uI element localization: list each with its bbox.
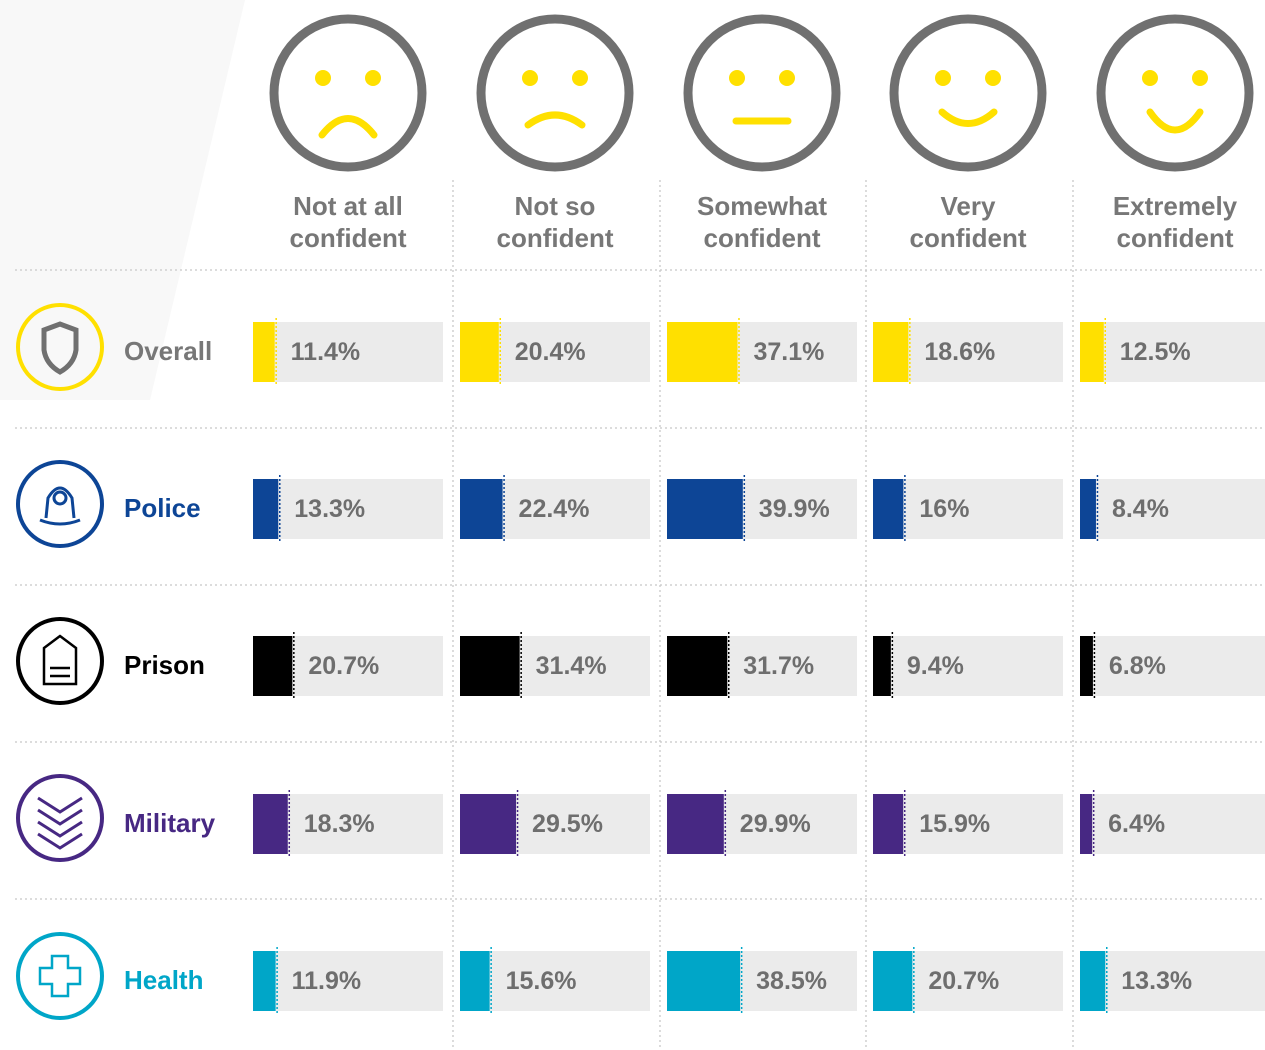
value-label: 29.9% xyxy=(739,810,811,838)
row-name: Military xyxy=(124,808,216,838)
value-label: 31.4% xyxy=(535,652,607,680)
bar-track xyxy=(1080,794,1265,854)
bar xyxy=(667,322,738,382)
value-label: 13.3% xyxy=(1121,967,1193,995)
bar xyxy=(253,951,276,1011)
value-label: 39.9% xyxy=(758,495,830,523)
value-label: 18.3% xyxy=(303,810,375,838)
bar xyxy=(667,794,724,854)
value-label: 20.4% xyxy=(514,338,586,366)
bar xyxy=(667,951,741,1011)
bar xyxy=(667,479,743,539)
column-header: Very confident xyxy=(909,191,1027,253)
bar-track xyxy=(1080,479,1265,539)
bar xyxy=(253,636,293,696)
bar xyxy=(873,636,891,696)
value-label: 15.9% xyxy=(919,810,991,838)
background-shape xyxy=(0,0,245,400)
bar-track xyxy=(1080,636,1265,696)
value-label: 29.5% xyxy=(532,810,603,838)
bar xyxy=(460,322,499,382)
bar-track xyxy=(253,479,443,539)
bar xyxy=(460,479,503,539)
bar xyxy=(873,479,904,539)
bar xyxy=(1080,794,1093,854)
bar xyxy=(1080,322,1104,382)
mouths xyxy=(318,108,1204,139)
bar xyxy=(1080,951,1106,1011)
value-label: 9.4% xyxy=(906,652,964,680)
bar xyxy=(460,794,517,854)
row-name: Prison xyxy=(124,650,205,680)
bar xyxy=(1080,636,1093,696)
bar xyxy=(253,322,275,382)
value-label: 16% xyxy=(919,495,970,523)
column-header: Extremely confident xyxy=(1112,191,1238,253)
value-label: 11.9% xyxy=(291,967,362,995)
value-label: 8.4% xyxy=(1111,495,1169,523)
value-label: 15.6% xyxy=(505,967,577,995)
faces xyxy=(269,14,1254,172)
separators xyxy=(15,180,1265,1050)
bar xyxy=(460,636,520,696)
value-label: 6.8% xyxy=(1108,652,1166,680)
bar xyxy=(253,794,288,854)
bar xyxy=(873,322,909,382)
value-label: 31.7% xyxy=(743,652,815,680)
value-label: 38.5% xyxy=(756,967,828,995)
value-label: 20.7% xyxy=(308,652,380,680)
value-label: 37.1% xyxy=(753,338,825,366)
value-label: 20.7% xyxy=(928,967,1000,995)
value-label: 22.4% xyxy=(518,495,590,523)
row-name: Overall xyxy=(124,336,213,366)
bar xyxy=(873,951,913,1011)
column-header: Not at all confident xyxy=(289,191,407,253)
bar xyxy=(253,479,279,539)
bar-track xyxy=(253,951,443,1011)
value-label: 11.4% xyxy=(290,338,361,366)
column-header: Somewhat confident xyxy=(696,191,828,253)
value-label: 12.5% xyxy=(1119,338,1191,366)
bar xyxy=(667,636,728,696)
value-label: 18.6% xyxy=(924,338,996,366)
eyes xyxy=(315,70,1208,86)
bar xyxy=(460,951,490,1011)
row-name: Health xyxy=(124,965,204,995)
value-label: 13.3% xyxy=(294,495,366,523)
bar-track xyxy=(253,322,443,382)
bar-track xyxy=(1080,322,1265,382)
bar-track xyxy=(873,636,1063,696)
bar-track xyxy=(1080,951,1265,1011)
column-header: Not so confident xyxy=(496,191,614,253)
row-name: Police xyxy=(124,493,201,523)
bar xyxy=(1080,479,1096,539)
value-label: 6.4% xyxy=(1108,810,1166,838)
bar xyxy=(873,794,904,854)
row-icons xyxy=(16,303,104,1020)
